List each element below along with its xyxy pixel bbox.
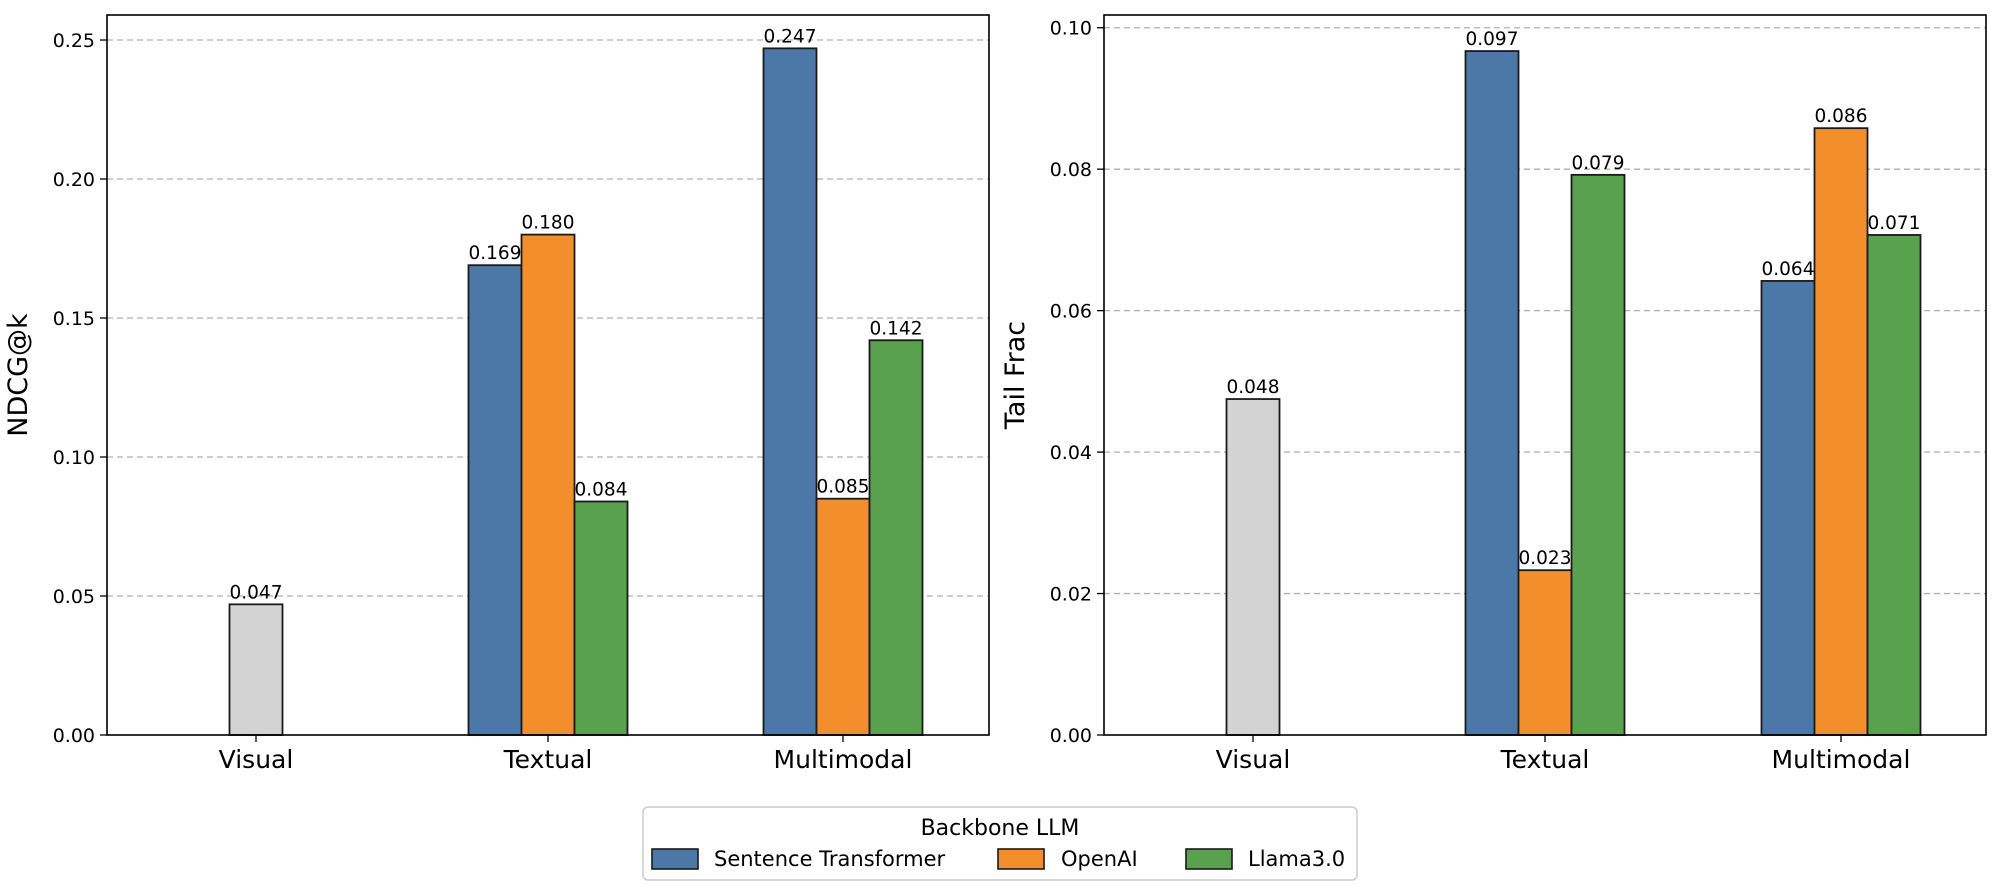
tailfrac-ytick-label: 0.06 — [1050, 301, 1092, 323]
legend-label-sentence-transformer: Sentence Transformer — [714, 847, 946, 871]
tailfrac-bar-openai-textual — [1517, 569, 1573, 736]
ndcg-value-label-sentence-transformer-multimodal: 0.247 — [764, 26, 817, 47]
tailfrac-bar-visual — [1225, 398, 1281, 736]
tailfrac-bar-llama3-textual — [1570, 173, 1626, 736]
ndcg-ytick-label: 0.25 — [53, 30, 95, 52]
tailfrac-ytick-label: 0.08 — [1050, 159, 1092, 181]
ndcg-value-label-llama3-multimodal: 0.142 — [870, 318, 923, 339]
tailfrac-bar-sentence-transformer-textual — [1464, 50, 1520, 736]
ndcg-y-axis-title: NDCG@k — [3, 313, 34, 437]
ndcg-value-label-sentence-transformer-textual: 0.169 — [469, 243, 522, 264]
ndcg-ytick-label: 0.00 — [53, 725, 95, 747]
tailfrac-value-label-openai-multimodal: 0.086 — [1815, 106, 1868, 127]
ndcg-value-label-openai-textual: 0.180 — [522, 213, 575, 234]
tailfrac-category-label-textual: Textual — [1500, 745, 1590, 774]
legend-label-llama3: Llama3.0 — [1248, 847, 1345, 871]
ndcg-value-label-visual: 0.047 — [230, 582, 283, 603]
ndcg-bar-sentence-transformer-multimodal — [762, 47, 818, 736]
tailfrac-bar-sentence-transformer-multimodal — [1760, 280, 1816, 736]
tailfrac-y-axis-title: Tail Frac — [1000, 321, 1031, 430]
ndcg-bar-llama3-textual — [573, 500, 629, 736]
legend-swatch-sentence-transformer — [651, 848, 699, 870]
tailfrac-value-label-llama3-multimodal: 0.071 — [1868, 213, 1921, 234]
tailfrac-bar-llama3-multimodal — [1866, 234, 1922, 736]
ndcg-axes-frame — [106, 14, 990, 736]
ndcg-bar-openai-textual — [520, 233, 576, 736]
tailfrac-category-label-visual: Visual — [1216, 745, 1291, 774]
tailfrac-ytick-label: 0.02 — [1050, 584, 1092, 606]
legend-label-openai: OpenAI — [1061, 847, 1138, 871]
tailfrac-value-label-sentence-transformer-textual: 0.097 — [1466, 29, 1519, 50]
legend-swatch-llama3 — [1185, 848, 1233, 870]
tailfrac-value-label-sentence-transformer-multimodal: 0.064 — [1762, 259, 1815, 280]
ndcg-category-label-visual: Visual — [219, 745, 294, 774]
ndcg-ytick-label: 0.20 — [53, 169, 95, 191]
tailfrac-axes-frame — [1103, 14, 1987, 736]
ndcg-ytick-label: 0.05 — [53, 586, 95, 608]
ndcg-category-label-textual: Textual — [503, 745, 593, 774]
tailfrac-value-label-llama3-textual: 0.079 — [1572, 153, 1625, 174]
ndcg-bar-openai-multimodal — [815, 497, 871, 736]
ndcg-bar-sentence-transformer-textual — [467, 264, 523, 736]
legend-frame — [642, 806, 1358, 881]
ndcg-chart: 0.00 0.05 0.10 0.15 0.20 0.25 0.047 0.169 0.247 0… — [3, 14, 990, 774]
tailfrac-bar-openai-multimodal — [1813, 127, 1869, 736]
tailfrac-ytick-label: 0.04 — [1050, 442, 1092, 464]
ndcg-value-label-openai-multimodal: 0.085 — [817, 477, 870, 498]
ndcg-bar-llama3-multimodal — [868, 339, 924, 736]
legend: Backbone LLM Sentence Transformer OpenAI… — [642, 806, 1358, 881]
tailfrac-ytick-label: 0.00 — [1050, 725, 1092, 747]
tail-frac-chart: 0.00 0.02 0.04 0.06 0.08 0.10 0.048 0.097 0.064 0… — [1000, 14, 1987, 774]
legend-swatch-openai — [997, 848, 1045, 870]
ndcg-ytick-label: 0.10 — [53, 447, 95, 469]
tailfrac-value-label-visual: 0.048 — [1227, 377, 1280, 398]
ndcg-category-label-multimodal: Multimodal — [774, 745, 913, 774]
tailfrac-value-label-openai-textual: 0.023 — [1519, 548, 1572, 569]
ndcg-ytick-label: 0.15 — [53, 308, 95, 330]
tailfrac-ytick-label: 0.10 — [1050, 18, 1092, 40]
tailfrac-category-label-multimodal: Multimodal — [1772, 745, 1911, 774]
legend-title: Backbone LLM — [921, 816, 1080, 841]
ndcg-bar-visual — [228, 603, 284, 736]
ndcg-value-label-llama3-textual: 0.084 — [575, 479, 628, 500]
